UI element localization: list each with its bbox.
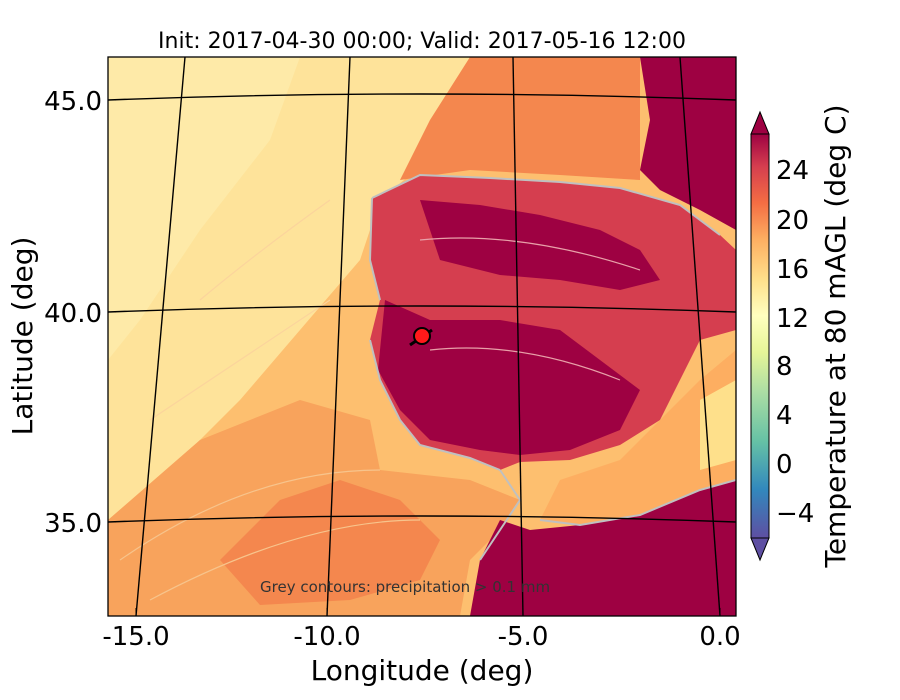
x-axis-label: Longitude (deg) <box>311 654 534 687</box>
site-marker-dot <box>413 327 431 345</box>
colorbar-extend-min <box>750 537 770 562</box>
colorbar-label: Temperature at 80 mAGL (deg C) <box>819 104 852 568</box>
y-tick-label: 45.0 <box>44 87 102 117</box>
x-tick-label: 0.0 <box>699 622 740 652</box>
y-tick-label: 40.0 <box>44 299 102 329</box>
colorbar-tick-label: 24 <box>776 156 809 186</box>
coolest-ocean-region <box>108 57 300 360</box>
colorbar-tick-label: 8 <box>776 352 793 382</box>
map-frame <box>107 56 737 617</box>
mediterranean-sea <box>540 350 736 525</box>
colorbar-tick-label: 20 <box>776 206 809 236</box>
colorbar-tick-label: 0 <box>776 450 793 480</box>
graticule <box>108 57 736 616</box>
colorbar-tick-label: 4 <box>776 401 793 431</box>
x-tick-label: -10.0 <box>293 622 360 652</box>
x-axis: -15.0 -10.0 -5.0 0.0 Longitude (deg) <box>102 608 741 687</box>
north-africa-land <box>470 480 736 616</box>
y-axis: 45.0 40.0 35.0 Latitude (deg) <box>6 87 116 539</box>
iberia-hot-interior <box>378 300 640 455</box>
x-tick-label: -15.0 <box>102 622 169 652</box>
biscay-warm-region <box>400 57 640 180</box>
france-hot-land <box>640 57 736 230</box>
chart-title: Init: 2017-04-30 00:00; Valid: 2017-05-1… <box>158 29 686 54</box>
colorbar-tick-label: 16 <box>776 255 809 285</box>
colorbar-extend-max <box>750 110 770 135</box>
colorbar-tick-label: 12 <box>776 304 809 334</box>
colorbar-gradient <box>750 133 770 539</box>
site-marker <box>409 327 433 347</box>
colorbar-tick-label: −4 <box>776 499 814 529</box>
precip-note: Grey contours: precipitation > 0.1 mm <box>260 578 550 596</box>
y-tick-label: 35.0 <box>44 509 102 539</box>
colorbar: 24 20 16 12 8 4 0 −4 Temperature at 80 m… <box>750 104 852 569</box>
temperature-map <box>108 57 736 616</box>
y-axis-label: Latitude (deg) <box>6 237 39 436</box>
mediterranean-cool <box>700 380 736 470</box>
x-tick-label: -5.0 <box>498 622 549 652</box>
precip-contours <box>119 173 736 601</box>
